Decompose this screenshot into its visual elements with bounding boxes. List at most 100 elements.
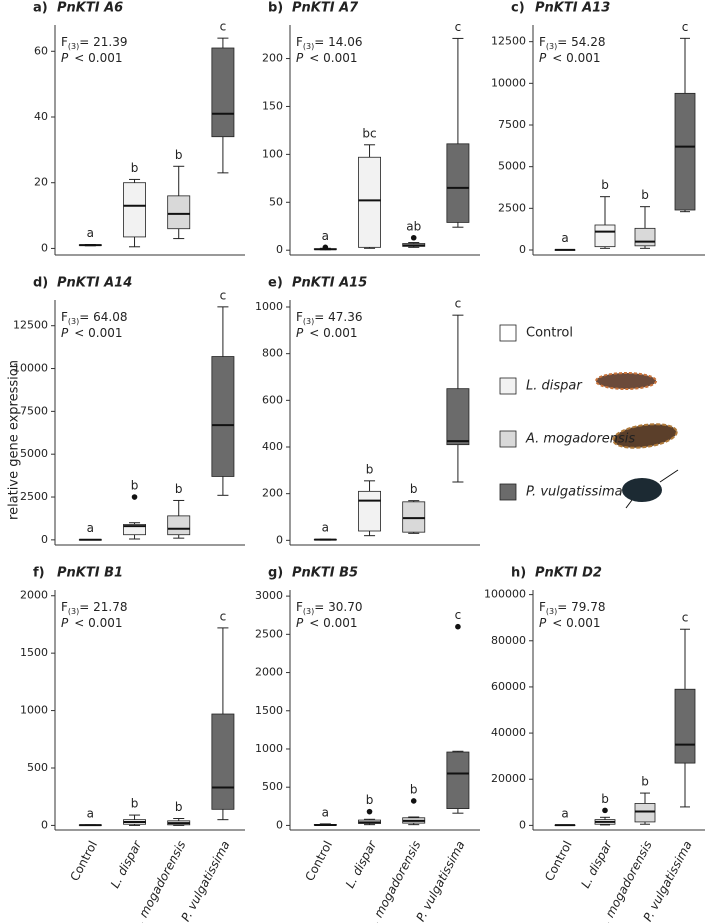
box <box>594 224 616 248</box>
y-tick-label: 1000 <box>20 704 48 717</box>
stat-symbol: F <box>61 35 68 49</box>
p-value: < 0.001 <box>74 51 122 65</box>
x-tick-label: Control <box>542 838 575 883</box>
x-tick-label: P. vulgatissima <box>178 838 232 923</box>
y-axis-label: relative gene expression <box>7 360 22 520</box>
p-symbol: P <box>61 51 69 65</box>
panel-title: PnKTI A13 <box>535 1 610 16</box>
box <box>634 803 656 823</box>
significance-letter: b <box>175 800 183 814</box>
significance-letter: c <box>455 297 462 311</box>
p-value: < 0.001 <box>74 616 122 630</box>
significance-letter: c <box>220 20 227 34</box>
panel-title: PnKTI B1 <box>57 566 123 581</box>
box <box>674 92 696 211</box>
panel-title: PnKTI A15 <box>292 276 367 291</box>
stat-df: (3) <box>68 317 79 326</box>
p-symbol: P <box>296 326 304 340</box>
p-symbol: P <box>296 51 304 65</box>
legend-label: A. mogadorensis <box>525 432 635 447</box>
stat-symbol: F <box>539 600 546 614</box>
significance-letter: b <box>131 479 139 493</box>
y-tick-label: 0 <box>276 243 283 256</box>
significance-letter: b <box>131 797 139 811</box>
y-tick-label: 0 <box>276 533 283 546</box>
box <box>674 688 696 764</box>
stat-value: = 47.36 <box>314 310 362 324</box>
y-tick-label: 1000 <box>255 742 283 755</box>
box <box>446 143 470 223</box>
y-tick-label: 150 <box>262 99 283 112</box>
y-tick-label: 0 <box>276 818 283 831</box>
panel-label: c) <box>511 1 525 16</box>
y-tick-label: 7500 <box>20 404 48 417</box>
p-statistic: P < 0.001 <box>61 51 122 65</box>
box <box>358 490 381 532</box>
p-value: < 0.001 <box>74 326 122 340</box>
stat-symbol: F <box>296 600 303 614</box>
larva-illustration <box>612 423 678 449</box>
box <box>123 524 146 536</box>
p-statistic: P < 0.001 <box>61 326 122 340</box>
stat-df: (3) <box>68 607 79 616</box>
stat-df: (3) <box>68 42 79 51</box>
y-tick-label: 80000 <box>491 634 526 647</box>
stat-symbol: F <box>296 310 303 324</box>
p-value: < 0.001 <box>552 616 600 630</box>
p-statistic: P < 0.001 <box>296 51 357 65</box>
y-tick-label: 1500 <box>255 704 283 717</box>
outlier <box>602 807 608 814</box>
legend-label: Control <box>526 326 573 341</box>
panel-label: f) <box>33 566 45 581</box>
panel-title: PnKTI B5 <box>292 566 358 581</box>
significance-letter: c <box>682 20 689 34</box>
outlier <box>322 244 329 251</box>
y-tick-label: 100000 <box>484 588 526 601</box>
p-symbol: P <box>296 616 304 630</box>
p-statistic: P < 0.001 <box>539 51 600 65</box>
box <box>167 515 191 536</box>
significance-letter: b <box>175 148 183 162</box>
significance-letter: c <box>455 608 462 622</box>
stat-df: (3) <box>303 607 314 616</box>
p-statistic: P < 0.001 <box>296 616 357 630</box>
p-statistic: P < 0.001 <box>61 616 122 630</box>
significance-letter: a <box>322 805 329 819</box>
box <box>167 195 191 230</box>
significance-letter: a <box>561 806 568 820</box>
significance-letter: b <box>366 793 374 807</box>
y-tick-label: 0 <box>41 818 48 831</box>
significance-letter: b <box>601 792 609 806</box>
y-tick-label: 40000 <box>491 726 526 739</box>
p-value: < 0.001 <box>309 616 357 630</box>
y-tick-label: 500 <box>27 761 48 774</box>
y-tick-label: 5000 <box>498 160 526 173</box>
significance-letter: c <box>220 288 227 302</box>
y-tick-label: 12500 <box>13 319 48 332</box>
y-tick-label: 2500 <box>255 627 283 640</box>
panel-label: a) <box>33 1 48 16</box>
y-tick-label: 2500 <box>20 490 48 503</box>
f-statistic: F(3)= 21.78 <box>61 600 127 616</box>
y-tick-label: 2500 <box>498 201 526 214</box>
significance-letter: a <box>87 806 94 820</box>
box <box>446 751 470 809</box>
y-tick-label: 200 <box>262 487 283 500</box>
f-statistic: F(3)= 14.06 <box>296 35 362 51</box>
y-tick-label: 0 <box>41 533 48 546</box>
p-statistic: P < 0.001 <box>539 616 600 630</box>
x-tick-label: P. vulgatissima <box>413 838 467 923</box>
outlier <box>131 494 138 500</box>
outlier <box>366 808 373 815</box>
y-tick-label: 40 <box>34 110 48 123</box>
stat-value: = 21.39 <box>79 35 127 49</box>
y-tick-label: 2000 <box>255 666 283 679</box>
x-tick-label: Control <box>302 838 335 883</box>
significance-letter: a <box>561 231 568 245</box>
significance-letter: bc <box>362 126 376 140</box>
legend-label: L. dispar <box>526 379 583 394</box>
significance-letter: a <box>87 521 94 535</box>
y-tick-label: 0 <box>41 241 48 254</box>
significance-letter: a <box>322 229 329 243</box>
significance-letter: b <box>175 482 183 496</box>
